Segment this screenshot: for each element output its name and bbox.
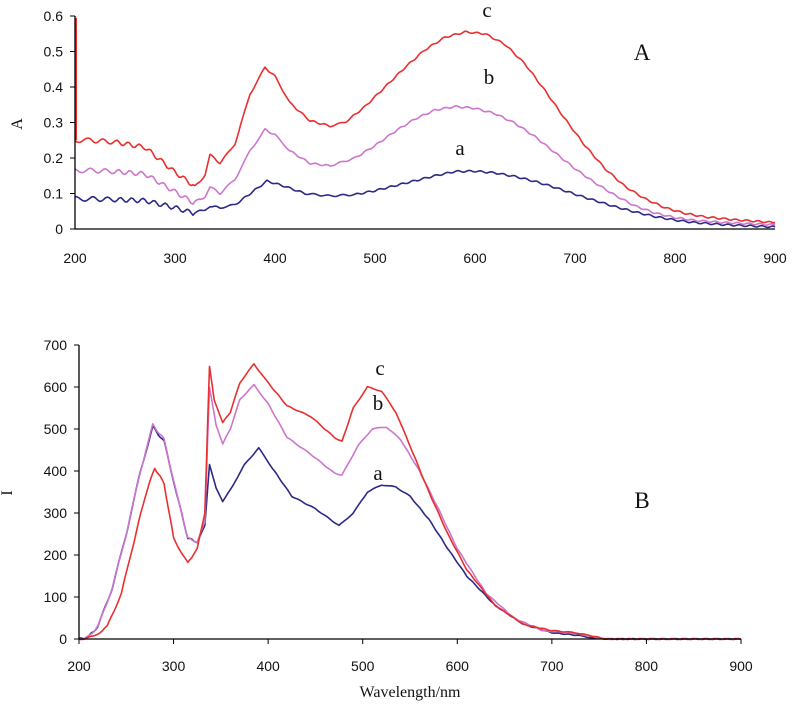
panel-b: 200 300 400 500 600 700 800 900 0 100 200 300 400 50… (0, 337, 753, 701)
panel-a-y-ticks: 0 0.1 0.2 0.3 0.4 0.5 0.6 (44, 8, 75, 237)
panel-b-y-tick-label: 100 (44, 589, 68, 605)
panel-b-y-tick-label: 500 (44, 421, 68, 437)
panel-a-y-tick-label: 0.6 (44, 8, 64, 24)
panel-a-x-tick-label: 300 (163, 250, 187, 266)
panel-a-series-c (74, 30, 776, 224)
panel-a-x-tick-label: 600 (463, 250, 487, 266)
panel-a-series (74, 18, 776, 229)
panel-b-curve-label-c: c (375, 356, 384, 380)
panel-a-label: A (634, 40, 651, 65)
panel-b-x-tick-label: 500 (351, 658, 375, 674)
panel-b-y-tick-label: 0 (59, 631, 67, 647)
panel-a-y-tick-label: 0.1 (44, 186, 64, 202)
panel-b-curve-label-b: b (373, 391, 384, 415)
panel-b-x-tick-label: 900 (729, 658, 753, 674)
panel-a-curve-label-a: a (455, 136, 465, 160)
panel-a-curve-label-b: b (484, 65, 495, 89)
panel-b-x-tick-label: 600 (446, 658, 470, 674)
panel-a-y-tick-label: 0.4 (44, 79, 64, 95)
panel-b-x-tick-label: 700 (540, 658, 564, 674)
panel-a-x-tick-label: 400 (263, 250, 287, 266)
panel-b-y-tick-label: 300 (44, 505, 68, 521)
panel-a-curve-label-c: c (482, 0, 491, 22)
panel-a-x-tick-label: 800 (663, 250, 687, 266)
panel-a-y-axis-label: A (9, 118, 26, 130)
panel-a-x-ticks: 200 300 400 500 600 700 800 900 (63, 250, 787, 266)
panel-a-y-tick-label: 0.3 (44, 115, 64, 131)
panel-b-label: B (634, 488, 649, 513)
panel-b-x-tick-label: 300 (162, 658, 186, 674)
panel-a-x-tick-label: 700 (563, 250, 587, 266)
panel-b-series-a (78, 425, 742, 641)
panel-b-x-tick-label: 200 (67, 658, 91, 674)
panel-a-series-a (74, 169, 776, 229)
panel-a-x-tick-label: 500 (363, 250, 387, 266)
panel-b-x-tick-label: 800 (635, 658, 659, 674)
panel-b-y-tick-label: 600 (44, 379, 68, 395)
panel-a-y-tick-label: 0 (55, 221, 63, 237)
panel-b-x-tick-label: 400 (256, 658, 280, 674)
panel-b-y-tick-label: 400 (44, 463, 68, 479)
panel-b-curve-label-a: a (373, 461, 383, 485)
panel-b-y-axis-label: I (0, 490, 16, 495)
panel-a-x-tick-label: 900 (763, 250, 787, 266)
panel-b-x-ticks: 200 300 400 500 600 700 800 900 (67, 639, 753, 674)
panel-a: 200 300 400 500 600 700 800 900 0 0.1 0.2 0.3 0.4 0.… (9, 0, 787, 266)
panel-b-x-axis-label: Wavelength/nm (360, 684, 461, 701)
panel-b-y-ticks: 0 100 200 300 400 500 600 700 (44, 337, 79, 647)
panel-b-y-tick-label: 200 (44, 547, 68, 563)
panel-b-y-tick-label: 700 (44, 337, 68, 353)
panel-a-y-tick-label: 0.5 (44, 44, 64, 60)
panel-a-series-b (74, 105, 776, 226)
panel-a-x-tick-label: 200 (63, 250, 87, 266)
panel-a-y-tick-label: 0.2 (44, 150, 64, 166)
